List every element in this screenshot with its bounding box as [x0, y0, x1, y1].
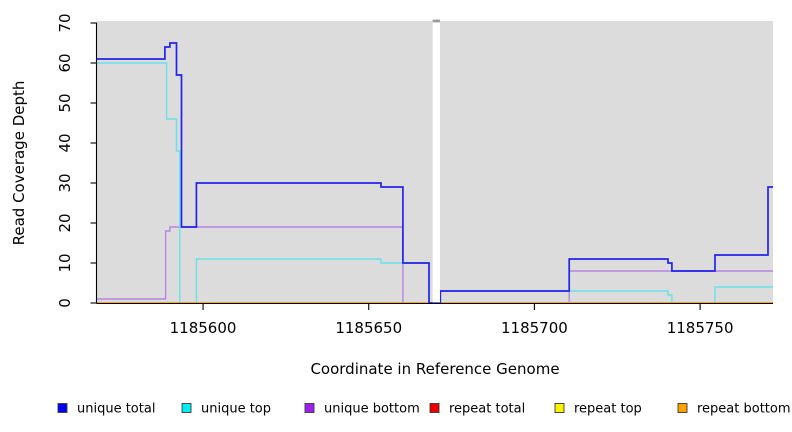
- series-line-unique-total: [97, 42, 773, 304]
- legend-label-repeat-total: repeat total: [449, 402, 525, 417]
- legend: unique total unique top unique bottom repea…: [57, 402, 791, 417]
- legend-item: repeat total: [429, 402, 525, 417]
- legend-label-unique-total: unique total: [77, 402, 155, 417]
- tick-labels: 1185600 1185650 1185700 1185750 0 10 20 30 40 50 6…: [56, 13, 734, 337]
- legend-label-unique-top: unique top: [201, 402, 271, 417]
- y-tick-label: 60: [56, 53, 74, 72]
- y-axis-label: Read Coverage Depth: [10, 81, 28, 246]
- legend-item: repeat top: [554, 402, 642, 417]
- legend-swatch-repeat-top: [554, 403, 565, 413]
- legend-swatch-unique-bottom: [304, 403, 315, 413]
- gap-white-column: [432, 22, 440, 303]
- y-tick-label: 50: [56, 93, 74, 112]
- x-tick-label: 1185700: [501, 319, 568, 337]
- y-tick-label: 10: [56, 253, 74, 272]
- x-tick-label: 1185750: [667, 319, 734, 337]
- y-tick-label: 70: [56, 13, 74, 32]
- legend-label-repeat-bottom: repeat bottom: [697, 402, 791, 417]
- y-tick-label: 30: [56, 173, 74, 192]
- legend-label-unique-bottom: unique bottom: [324, 402, 420, 417]
- x-tick-label: 1185650: [335, 319, 402, 337]
- y-tick-label: 40: [56, 133, 74, 152]
- legend-item: unique total: [57, 402, 155, 417]
- no-data-gap: [432, 19, 440, 303]
- legend-label-repeat-top: repeat top: [574, 402, 642, 417]
- gap-top-dash: [432, 19, 440, 23]
- y-tick-label: 0: [56, 298, 74, 308]
- legend-swatch-unique-total: [57, 403, 68, 413]
- x-tick-label: 1185600: [170, 319, 237, 337]
- y-tick-label: 20: [56, 213, 74, 232]
- legend-item: unique top: [181, 402, 271, 417]
- legend-swatch-repeat-total: [429, 403, 440, 413]
- legend-item: unique bottom: [304, 402, 420, 417]
- legend-swatch-repeat-bottom: [677, 403, 688, 413]
- legend-swatch-unique-top: [181, 403, 192, 413]
- axes: [90, 22, 773, 310]
- legend-item: repeat bottom: [677, 402, 791, 417]
- x-axis-label: Coordinate in Reference Genome: [310, 360, 559, 378]
